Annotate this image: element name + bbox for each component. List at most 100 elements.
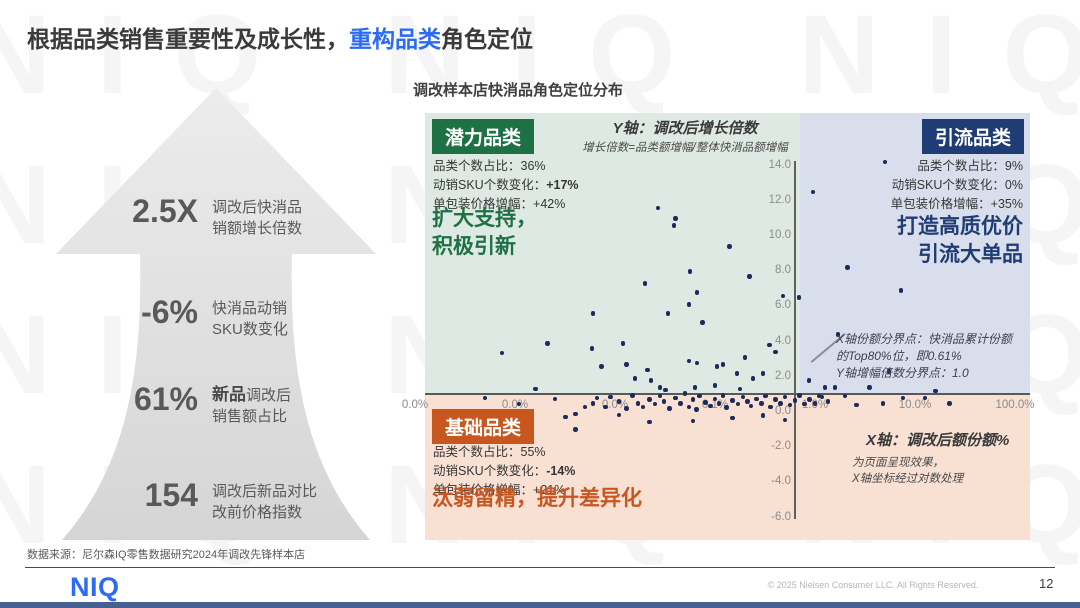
- scatter-point: [747, 274, 752, 279]
- scatter-point: [802, 401, 807, 407]
- quadrant-stat-line: 动销SKU个数变化：+17%: [433, 178, 579, 192]
- scatter-point: [624, 362, 629, 367]
- watermark-row: NIQ NIQ NIQ NIQ NIQ NIQ: [0, 0, 1080, 117]
- y-tick-label: 14.0: [768, 158, 791, 171]
- x-axis-note: 为页面呈现效果， X轴坐标经过对数处理: [852, 457, 964, 485]
- stat-value: 154: [144, 477, 198, 513]
- scatter-point: [886, 369, 892, 374]
- y-axis-title: Y轴：调改后增长倍数: [612, 120, 758, 137]
- scatter-point: [690, 397, 696, 402]
- quadrant-divider-horizontal: [425, 393, 1030, 396]
- scatter-point: [720, 362, 726, 367]
- title-suffix: 角色定位: [441, 26, 533, 52]
- scatter-point: [835, 332, 841, 337]
- scatter-point: [697, 393, 702, 399]
- scatter-point: [742, 355, 748, 360]
- scatter-point: [533, 386, 538, 392]
- footer-divider: [25, 567, 1055, 568]
- scatter-point: [947, 401, 952, 406]
- scatter-point: [816, 393, 822, 399]
- scatter-point: [682, 391, 688, 396]
- scatter-point: [694, 360, 700, 366]
- scatter-point: [590, 401, 596, 406]
- stat-label: 新品调改后 销售额占比: [212, 385, 292, 425]
- scatter-point: [563, 414, 568, 420]
- scatter-point: [657, 393, 663, 399]
- scatter-point: [616, 412, 622, 418]
- scatter-point: [812, 401, 818, 406]
- y-tick-label: 0.0: [775, 405, 791, 417]
- stat-label: 调改后新品对比 改前价格指数: [212, 483, 318, 521]
- y-tick-label: 8.0: [775, 264, 791, 277]
- scatter-point: [582, 404, 588, 410]
- y-tick-label: 12.0: [768, 193, 791, 206]
- scatter-point: [663, 387, 668, 393]
- stat-newitem-share: 61% 新品调改后 销售额占比: [58, 381, 291, 427]
- scatter-point: [773, 397, 778, 402]
- scatter-point: [882, 159, 888, 165]
- scatter-point: [635, 401, 641, 406]
- scatter-point: [648, 378, 654, 383]
- scatter-point: [727, 244, 732, 249]
- scatter-point: [767, 342, 772, 348]
- quadrant-bg-traffic: [800, 113, 1030, 395]
- title-prefix: 根据品类销售重要性及成长性，: [27, 26, 349, 52]
- niq-logo: NIQ: [70, 572, 120, 602]
- scatter-point: [806, 378, 812, 383]
- scatter-point: [645, 367, 650, 373]
- stat-sku-change: -6% 快消品动销 SKU数变化: [58, 294, 288, 340]
- scatter-point: [700, 320, 705, 325]
- quadrant-stats-traffic: 品类个数占比：9% 动销SKU个数变化：0% 单包装价格增幅：+35%: [891, 157, 1023, 214]
- scatter-point: [657, 385, 663, 390]
- stat-value: -6%: [141, 294, 198, 330]
- scatter-point: [673, 395, 678, 401]
- statement-potential: 扩大支持， 积极引新: [432, 207, 537, 258]
- scatter-point: [632, 376, 638, 381]
- scatter-point: [716, 401, 722, 406]
- x-tick-label: 10.0%: [898, 399, 932, 411]
- scatter-point: [694, 407, 699, 412]
- quadrant-stat-line: 单包装价格增幅：+21%: [433, 483, 566, 497]
- quadrant-stat-line: 单包装价格增幅：+42%: [433, 197, 566, 211]
- scatter-point: [616, 399, 622, 404]
- growth-arrow-graphic: [56, 88, 376, 540]
- scatter-point: [780, 293, 786, 299]
- scatter-point: [807, 397, 812, 402]
- x-tick-label: 0.0%: [601, 399, 629, 411]
- scatter-point: [712, 383, 718, 388]
- scatter-point: [714, 364, 719, 369]
- scatter-point: [552, 396, 558, 402]
- scatter-point: [898, 288, 904, 293]
- scatter-point: [724, 405, 729, 410]
- y-tick-label: 6.0: [775, 299, 791, 312]
- scatter-point: [842, 393, 848, 399]
- scatter-point: [759, 401, 764, 406]
- scatter-point: [640, 404, 646, 410]
- scatter-point: [745, 399, 750, 404]
- scatter-point: [730, 415, 735, 421]
- scatter-point: [655, 205, 661, 211]
- scatter-point: [748, 403, 754, 409]
- scatter-point: [734, 371, 740, 376]
- scatter-point: [692, 385, 698, 390]
- y-axis-subtitle: 增长倍数=品类额增幅/整体快消品额增幅: [582, 142, 788, 154]
- scatter-point: [712, 396, 718, 402]
- divider-annotation: X轴份额分界点：快消品累计份额 的Top80%位，即0.61% Y轴增幅倍数分界…: [836, 332, 1013, 380]
- quadrant-stats-potential: 品类个数占比：36% 动销SKU个数变化：+17% 单包装价格增幅：+42%: [433, 157, 579, 214]
- scatter-point: [686, 302, 692, 307]
- x-tick-label: 0.0%: [501, 399, 529, 411]
- quadrant-stat-line: 动销SKU个数变化：-14%: [433, 464, 576, 478]
- scatter-point: [797, 393, 802, 398]
- scatter-point: [737, 386, 743, 392]
- x-axis-title-block: X轴：调改后额份额% 为页面呈现效果， X轴坐标经过对数处理: [852, 429, 1009, 487]
- scatter-point: [782, 394, 788, 400]
- scatter-point: [630, 393, 635, 398]
- stat-value: 2.5X: [132, 193, 198, 229]
- scatter-point: [730, 398, 735, 403]
- scatter-point: [665, 311, 671, 316]
- y-tick-label: -6.0: [771, 510, 791, 523]
- scatter-point: [796, 295, 802, 300]
- scatter-point: [516, 401, 522, 407]
- scatter-point: [573, 411, 578, 417]
- scatter-point: [603, 404, 608, 410]
